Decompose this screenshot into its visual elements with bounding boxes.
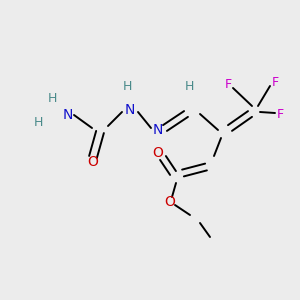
Text: O: O xyxy=(153,146,164,160)
Text: F: F xyxy=(224,77,232,91)
Text: N: N xyxy=(153,123,163,137)
Text: H: H xyxy=(33,116,43,128)
Text: H: H xyxy=(47,92,57,104)
Text: H: H xyxy=(122,80,132,92)
Text: F: F xyxy=(276,109,284,122)
Text: F: F xyxy=(272,76,279,88)
Text: O: O xyxy=(165,195,176,209)
Text: O: O xyxy=(88,155,98,169)
Text: N: N xyxy=(63,108,73,122)
Text: H: H xyxy=(184,80,194,94)
Text: N: N xyxy=(125,103,135,117)
